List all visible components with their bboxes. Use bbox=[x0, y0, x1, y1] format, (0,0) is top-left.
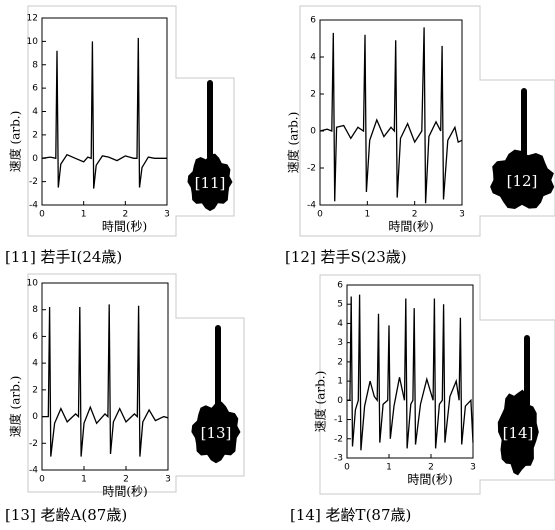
y-tick-label: -2 bbox=[29, 177, 38, 187]
blob-label: [13] bbox=[201, 424, 232, 442]
x-tick-label: 1 bbox=[386, 463, 392, 473]
y-tick-label: 10 bbox=[27, 37, 39, 47]
caption: [13] 老齢A(87歳) bbox=[5, 506, 127, 524]
signal-line bbox=[319, 27, 463, 204]
plot-area bbox=[319, 19, 463, 206]
y-tick-label: 2 bbox=[337, 357, 343, 367]
x-tick-label: 2 bbox=[122, 210, 128, 220]
x-axis-label: 時間(秒) bbox=[388, 220, 433, 234]
blob-shape bbox=[191, 401, 241, 464]
y-tick-label: 6 bbox=[337, 281, 343, 291]
plot-area bbox=[41, 17, 168, 206]
y-axis-label: 速度 (arb.) bbox=[8, 111, 23, 173]
y-tick-label: 0 bbox=[32, 412, 38, 422]
y-tick-label: -4 bbox=[29, 466, 38, 476]
x-tick-label: 2 bbox=[123, 475, 129, 485]
y-tick-label: 5 bbox=[337, 300, 343, 310]
spike-shape bbox=[215, 325, 221, 410]
y-tick-label: 6 bbox=[32, 84, 38, 94]
x-tick-label: 3 bbox=[165, 475, 171, 485]
y-tick-label: -2 bbox=[29, 439, 38, 449]
y-tick-label: 10 bbox=[27, 279, 39, 289]
y-tick-label: 2 bbox=[310, 90, 316, 100]
spike-shape bbox=[521, 88, 527, 160]
blob-label: [12] bbox=[507, 172, 538, 190]
x-tick-label: 3 bbox=[459, 210, 465, 220]
caption: [14] 老齢T(87歳) bbox=[290, 506, 411, 524]
panel-frame bbox=[27, 273, 245, 493]
x-tick-label: 3 bbox=[470, 463, 476, 473]
y-axis-label: 速度 (arb.) bbox=[286, 112, 301, 174]
blob-label: [11] bbox=[195, 174, 226, 192]
x-tick-label: 2 bbox=[412, 210, 418, 220]
x-axis-label: 時間(秒) bbox=[102, 220, 147, 234]
caption: [12] 若手S(23歳) bbox=[285, 248, 407, 266]
x-tick-label: 3 bbox=[164, 210, 170, 220]
x-tick-label: 2 bbox=[428, 463, 434, 473]
panel: -3 -2 -1 0 1 2 3 4 5 6 0 1 2 3 時間(秒) 速度 (arb.) [14] 老齢T(… bbox=[290, 274, 555, 524]
y-tick-label: -3 bbox=[334, 454, 343, 464]
y-tick-label: 2 bbox=[32, 130, 38, 140]
y-tick-label: 4 bbox=[337, 319, 343, 329]
y-tick-label: -4 bbox=[307, 201, 316, 211]
x-tick-label: 0 bbox=[39, 475, 45, 485]
panel-frame bbox=[299, 5, 555, 237]
y-tick-label: 12 bbox=[27, 14, 38, 24]
y-tick-label: 1 bbox=[337, 377, 343, 387]
y-tick-label: 0 bbox=[32, 154, 38, 164]
x-axis-label: 時間(秒) bbox=[102, 485, 147, 499]
blob-label: [14] bbox=[503, 424, 534, 442]
y-tick-label: 6 bbox=[310, 16, 316, 26]
x-tick-label: 0 bbox=[317, 210, 323, 220]
blob-shape bbox=[497, 389, 539, 476]
y-tick-label: -2 bbox=[334, 434, 343, 444]
y-tick-label: -1 bbox=[334, 415, 343, 425]
y-tick-label: 6 bbox=[32, 332, 38, 342]
caption: [11] 若手I(24歳) bbox=[5, 248, 122, 266]
plot-area bbox=[41, 282, 169, 471]
y-tick-label: 8 bbox=[32, 60, 38, 70]
panel: -4 -2 0 2 4 6 0 1 2 3 時間(秒) 速度 (arb.) [12] 若手S(23歳) [… bbox=[285, 5, 555, 266]
y-tick-label: 4 bbox=[32, 359, 38, 369]
signal-line bbox=[42, 304, 169, 457]
x-tick-label: 1 bbox=[364, 210, 370, 220]
y-tick-label: 4 bbox=[310, 53, 316, 63]
signal-line bbox=[41, 37, 167, 189]
spike-shape bbox=[207, 80, 213, 160]
signal-line bbox=[347, 294, 474, 451]
y-tick-label: 3 bbox=[337, 338, 343, 348]
y-tick-label: -4 bbox=[29, 201, 38, 211]
panel-frame bbox=[27, 5, 235, 237]
panel: -4 -2 0 2 4 6 8 10 0 1 2 3 時間(秒) 速度 (arb.) [13] 老齢A(87… bbox=[5, 273, 245, 524]
y-tick-label: -2 bbox=[307, 164, 316, 174]
x-tick-label: 0 bbox=[344, 463, 350, 473]
panel-frame bbox=[319, 274, 555, 495]
y-tick-label: 8 bbox=[32, 305, 38, 315]
blob-shape bbox=[187, 153, 233, 212]
x-tick-label: 0 bbox=[39, 210, 45, 220]
y-tick-label: 4 bbox=[32, 107, 38, 117]
blob-shape bbox=[490, 149, 555, 209]
plot-area bbox=[346, 284, 474, 459]
y-tick-label: 2 bbox=[32, 385, 38, 395]
y-tick-label: 0 bbox=[310, 127, 316, 137]
x-axis-label: 時間(秒) bbox=[407, 473, 452, 487]
y-axis-label: 速度 (arb.) bbox=[8, 376, 23, 438]
x-tick-label: 1 bbox=[81, 475, 87, 485]
y-tick-label: 0 bbox=[337, 396, 343, 406]
y-axis-label: 速度 (arb.) bbox=[313, 371, 328, 433]
x-tick-label: 1 bbox=[81, 210, 87, 220]
